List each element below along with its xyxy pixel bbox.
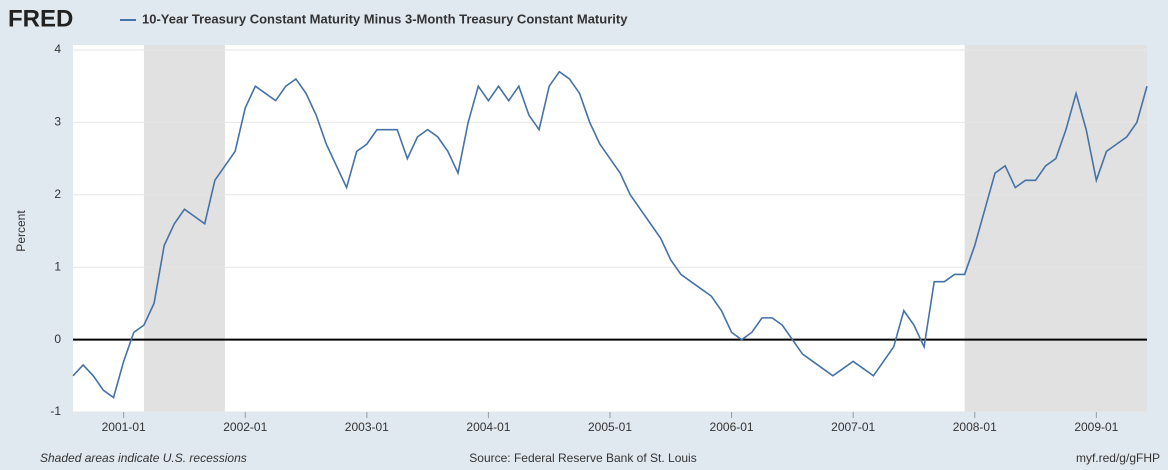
x-tick-label: 2006-01 xyxy=(710,420,754,434)
y-axis-label: Percent xyxy=(14,210,28,252)
y-tick-label: 4 xyxy=(54,42,61,56)
x-tick-label: 2008-01 xyxy=(953,420,997,434)
recession-band xyxy=(964,45,1147,412)
link: myf.red/g/gFHP xyxy=(1076,451,1160,465)
x-tick-label: 2009-01 xyxy=(1074,420,1118,434)
x-tick-label: 2007-01 xyxy=(831,420,875,434)
y-tick-label: 2 xyxy=(54,187,61,201)
y-tick-label: 0 xyxy=(54,332,61,346)
recession-note: Shaded areas indicate U.S. recessions xyxy=(40,451,247,465)
x-tick-label: 2002-01 xyxy=(223,420,267,434)
recession-band xyxy=(143,45,225,412)
brand: FRED xyxy=(8,5,73,32)
series-line xyxy=(72,70,1148,399)
source: Source: Federal Reserve Bank of St. Loui… xyxy=(469,451,696,465)
x-tick-label: 2001-01 xyxy=(102,420,146,434)
y-tick-label: 1 xyxy=(54,259,61,273)
x-tick-label: 2003-01 xyxy=(345,420,389,434)
x-tick-label: 2005-01 xyxy=(588,420,632,434)
x-tick-label: 2004-01 xyxy=(466,420,510,434)
legend-title: 10-Year Treasury Constant Maturity Minus… xyxy=(142,11,628,26)
y-tick-label: 3 xyxy=(54,115,61,129)
y-tick-label: -1 xyxy=(50,404,61,418)
